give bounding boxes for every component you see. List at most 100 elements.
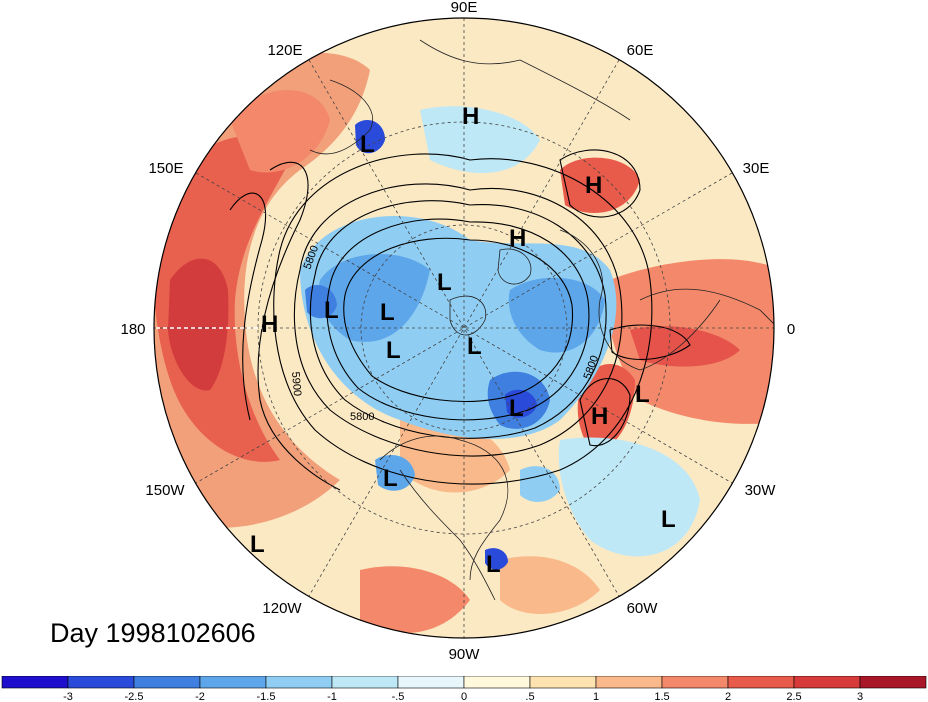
colorbar-ticks: -3 -2.5 -2 -1.5 -1 -.5 0 .5 1 1.5 2 2.5 3 — [63, 691, 863, 702]
contour-line — [343, 237, 574, 402]
contour-line — [229, 192, 267, 421]
colorbar-swatch — [463, 676, 531, 689]
high-pressure-center: H — [261, 311, 278, 338]
colorbar-swatch — [727, 676, 795, 689]
low-pressure-center: L — [509, 395, 524, 422]
cool-anomaly-east-atlantic — [558, 437, 700, 557]
colorbar-swatch — [199, 676, 267, 689]
warm-anomaly-mexico — [360, 566, 470, 634]
low-pressure-center: L — [324, 297, 339, 324]
contour-line — [257, 161, 341, 491]
high-pressure-center: H — [585, 172, 602, 199]
cool-anomaly-greenland — [508, 277, 605, 353]
coastline — [639, 288, 774, 331]
colorbar-tick-label: -2.5 — [125, 691, 144, 702]
lon-label-120e: 120E — [267, 42, 302, 59]
high-pressure-center: H — [462, 103, 479, 130]
colorbar-swatch — [661, 676, 729, 689]
colorbar-swatch — [265, 676, 333, 689]
low-pressure-center: L — [661, 506, 676, 533]
cool-anomaly-russia — [420, 106, 540, 174]
low-pressure-center: L — [386, 337, 401, 364]
warm-anomaly-europe-core — [630, 326, 740, 367]
contour-line — [309, 200, 607, 439]
warm-anomaly-asia — [230, 90, 330, 173]
colorbar-tick-label: -1 — [327, 691, 337, 702]
lon-label-30e: 30E — [743, 160, 770, 177]
low-pressure-center: L — [250, 531, 265, 558]
colorbar-tick-label: 1.5 — [654, 691, 669, 702]
cool-anomaly-atlantic — [520, 466, 560, 502]
contour-line — [273, 153, 653, 485]
colorbar: -3 -2.5 -2 -1.5 -1 -.5 0 .5 1 1.5 2 2.5 3 — [1, 676, 927, 702]
colorbar-swatch — [793, 676, 861, 689]
meridian-60e-120w — [308, 59, 620, 597]
coastline — [419, 39, 631, 121]
contour-line — [579, 378, 631, 447]
colorbar-tick-label: 2.5 — [786, 691, 801, 702]
low-pressure-center: L — [437, 269, 452, 296]
colorbar-swatch — [397, 676, 465, 689]
meridian-150e-30w — [195, 172, 733, 484]
meridian-120e-60w — [308, 59, 620, 597]
colorbar-tick-label: 1 — [593, 691, 599, 702]
warm-anomaly-pacific-peak — [168, 258, 229, 391]
colorbar-tick-label: -.5 — [392, 691, 405, 702]
lon-label-0: 0 — [787, 321, 795, 338]
contour-line — [609, 324, 691, 361]
colorbar-swatch — [859, 676, 927, 689]
colorbar-tick-label: 3 — [857, 691, 863, 702]
low-pressure-center: L — [486, 551, 501, 578]
colorbar-swatch — [133, 676, 201, 689]
low-pressure-center: L — [360, 131, 375, 158]
lon-label-180: 180 — [120, 321, 145, 338]
colorbar-swatch — [529, 676, 597, 689]
warm-anomaly-scandinavia — [560, 157, 640, 213]
lon-label-90w: 90W — [449, 646, 481, 663]
lon-label-150e: 150E — [148, 160, 183, 177]
colorbar-tick-label: 0 — [461, 691, 467, 702]
contour-line — [326, 218, 590, 421]
colorbar-swatch — [67, 676, 135, 689]
date-title: Day 1998102606 — [50, 618, 256, 648]
colorbar-swatch — [331, 676, 399, 689]
warm-anomaly-caribbean — [500, 556, 600, 614]
lon-label-30w: 30W — [745, 482, 777, 499]
lon-label-60w: 60W — [627, 600, 659, 617]
coastline — [449, 295, 487, 336]
colorbar-swatch — [1, 676, 69, 689]
latitude-circle — [360, 224, 568, 432]
cool-anomaly-labrador-core — [505, 389, 537, 418]
contour-label: 5800 — [350, 411, 374, 423]
cool-anomaly-siberia — [305, 285, 337, 319]
lon-label-60e: 60E — [627, 42, 654, 59]
lon-label-90e: 90E — [451, 0, 478, 16]
coastline — [379, 435, 509, 581]
high-pressure-center: H — [509, 225, 526, 252]
coastline — [309, 79, 373, 155]
colorbar-tick-label: -1.5 — [257, 691, 276, 702]
lon-label-120w: 120W — [262, 600, 302, 617]
globe-border — [153, 17, 775, 639]
low-pressure-center: L — [380, 299, 395, 326]
coastlines — [309, 39, 774, 601]
colorbar-swatches — [1, 676, 927, 689]
colorbar-tick-label: -3 — [63, 691, 73, 702]
low-pressure-center: L — [635, 381, 650, 408]
colorbar-tick-label: -2 — [195, 691, 205, 702]
cool-anomaly-east-asia — [355, 120, 385, 154]
coastline — [559, 229, 721, 371]
colorbar-swatch — [595, 676, 663, 689]
coastline — [497, 248, 532, 285]
contour-label: 5900 — [289, 371, 303, 396]
lon-label-150w: 150W — [145, 482, 185, 499]
meridian-30e-150w — [195, 172, 733, 484]
low-pressure-center: L — [383, 465, 398, 492]
contour-line — [293, 183, 623, 457]
coastline — [399, 469, 496, 601]
colorbar-tick-label: 2 — [725, 691, 731, 702]
high-pressure-center: H — [591, 403, 608, 430]
low-pressure-center: L — [467, 333, 482, 360]
cool-anomaly-arctic-core — [318, 253, 430, 342]
